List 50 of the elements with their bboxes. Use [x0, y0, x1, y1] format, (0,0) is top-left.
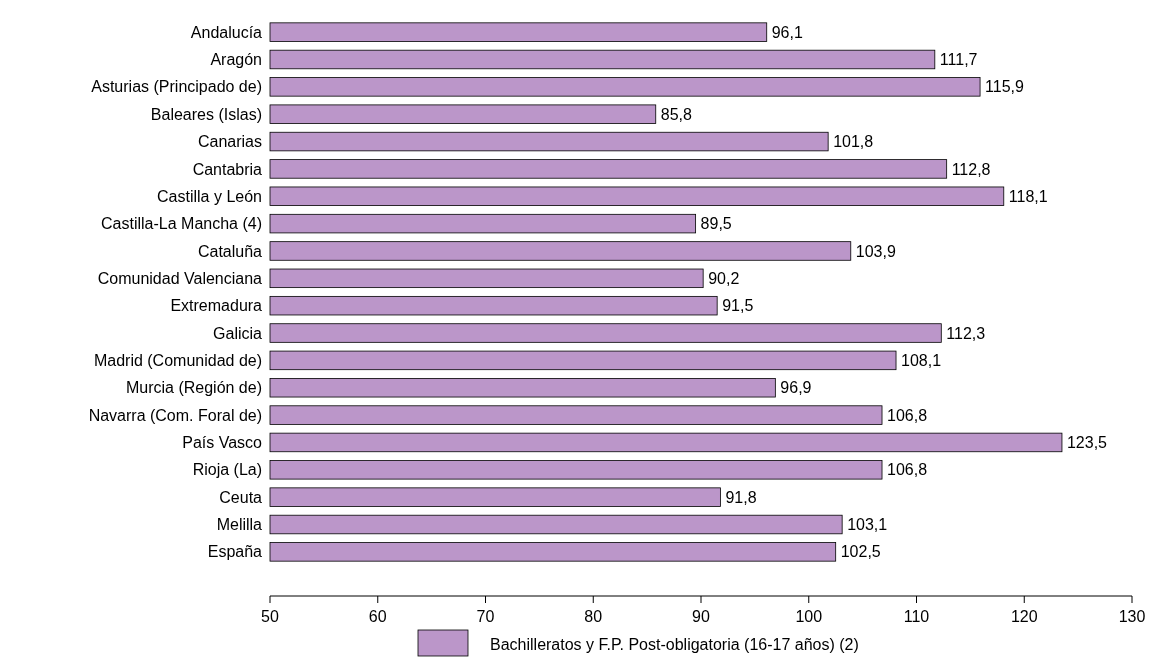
y-tick-label: Madrid (Comunidad de)	[93, 351, 262, 369]
y-tick-label: Andalucía	[190, 23, 263, 41]
x-tick-label: 60	[368, 608, 387, 625]
x-tick-label: 120	[1010, 608, 1038, 625]
data-label: 90,2	[708, 269, 740, 287]
data-label: 106,8	[887, 406, 928, 424]
data-label: 123,5	[1066, 434, 1108, 452]
data-label: 112,8	[951, 160, 991, 178]
y-tick-label: Castilla-La Mancha (4)	[101, 215, 262, 233]
legend-label: Bachilleratos y F.P. Post-obligatoria (16-17 años) (2)	[490, 635, 859, 653]
y-tick-label: Galicia	[213, 324, 263, 342]
data-label: 112,3	[946, 324, 986, 342]
y-tick-label: Ceuta	[219, 488, 263, 506]
y-tick-label: España	[207, 543, 263, 561]
data-label: 118,1	[1008, 187, 1048, 205]
data-label: 108,1	[901, 351, 942, 369]
data-label: 91,8	[725, 488, 757, 506]
x-tick-label: 50	[261, 608, 279, 625]
x-tick-label: 70	[476, 608, 495, 625]
y-tick-label: Rioja (La)	[192, 461, 262, 479]
y-tick-label: Baleares (Islas)	[150, 105, 262, 123]
y-tick-label: Asturias (Principado de)	[91, 78, 262, 96]
data-label: 103,9	[855, 242, 896, 260]
y-tick-label: Castilla y León	[157, 187, 262, 205]
data-label: 91,5	[722, 297, 754, 315]
data-label: 111,7	[939, 51, 978, 69]
data-label: 89,5	[700, 215, 732, 233]
x-tick-label: 130	[1118, 608, 1146, 625]
data-label: 96,9	[780, 379, 812, 397]
data-label: 96,1	[771, 23, 803, 41]
data-label: 102,5	[840, 543, 881, 561]
y-tick-label: Aragón	[210, 51, 262, 69]
x-tick-label: 90	[692, 608, 710, 625]
data-label: 103,1	[847, 516, 888, 534]
x-tick-label: 100	[795, 608, 823, 625]
data-label: 115,9	[985, 78, 1025, 96]
data-label: 85,8	[660, 105, 692, 123]
y-tick-label: Melilla	[216, 516, 263, 534]
data-label: 106,8	[887, 461, 928, 479]
data-label: 101,8	[833, 133, 874, 151]
y-tick-label: Murcia (Región de)	[125, 379, 262, 397]
x-tick-label: 110	[903, 608, 930, 625]
y-tick-label: Comunidad Valenciana	[97, 269, 263, 287]
y-tick-label: Extremadura	[170, 297, 263, 315]
y-tick-label: Cantabria	[192, 160, 263, 178]
x-tick-label: 80	[584, 608, 603, 625]
y-tick-label: País Vasco	[182, 434, 263, 452]
y-tick-label: Cataluña	[197, 242, 263, 260]
y-tick-label: Navarra (Com. Foral de)	[88, 406, 262, 424]
y-tick-label: Canarias	[197, 133, 262, 151]
